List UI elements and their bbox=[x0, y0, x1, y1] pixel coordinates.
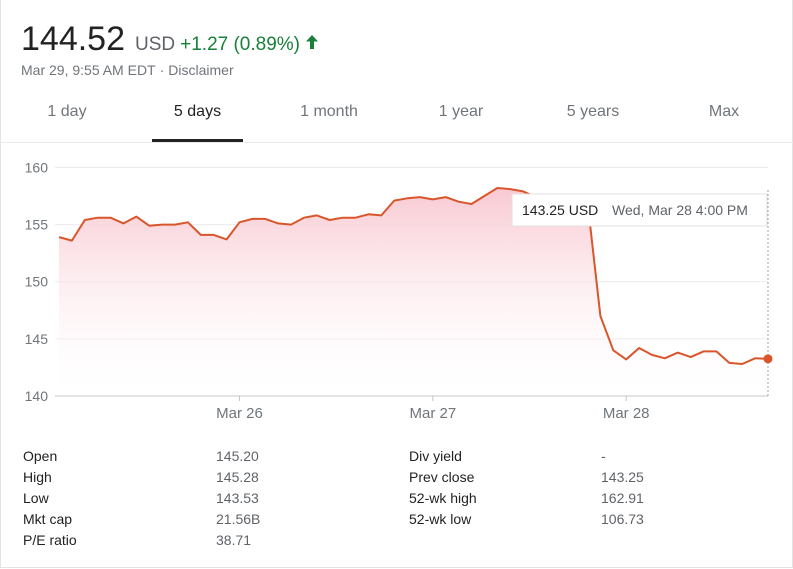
stat-value: 145.28 bbox=[216, 469, 259, 485]
stat-label: Div yield bbox=[409, 448, 462, 464]
y-tick-label: 145 bbox=[25, 331, 49, 347]
tooltip-box bbox=[511, 193, 768, 227]
stat-value: 143.53 bbox=[216, 490, 259, 506]
hover-marker bbox=[763, 354, 773, 364]
tab-label: Max bbox=[708, 103, 740, 120]
stat-label: P/E ratio bbox=[23, 532, 77, 548]
tab-1-month[interactable]: 1 month bbox=[288, 96, 370, 142]
tab-1-day[interactable]: 1 day bbox=[30, 96, 104, 142]
x-tick-label: Mar 27 bbox=[409, 405, 456, 422]
currency-label: USD bbox=[135, 34, 176, 55]
quote-timestamp-line: Mar 29, 9:55 AM EDT · Disclaimer bbox=[21, 62, 234, 78]
price-chart[interactable]: 140 145 150 155 160 Mar 26 Mar 27 Mar 28 143.25 … bbox=[0, 150, 793, 430]
x-tick-label: Mar 26 bbox=[216, 405, 263, 422]
stat-value: 143.25 bbox=[601, 469, 644, 485]
tab-5-days[interactable]: 5 days bbox=[152, 96, 243, 142]
stat-label: Open bbox=[23, 448, 58, 464]
stat-value: 162.91 bbox=[601, 490, 644, 506]
stat-label: High bbox=[23, 469, 52, 485]
tab-label: 1 year bbox=[438, 103, 484, 120]
price-line bbox=[58, 187, 769, 365]
y-tick-label: 155 bbox=[25, 217, 49, 233]
current-price: 144.52 bbox=[21, 20, 125, 58]
stat-value: 106.73 bbox=[601, 511, 644, 527]
stat-label: 52-wk high bbox=[409, 490, 477, 506]
separator-dot: · bbox=[159, 62, 165, 78]
disclaimer-link[interactable]: Disclaimer bbox=[168, 62, 234, 78]
y-tick-label: 160 bbox=[25, 159, 49, 175]
tooltip-value: 143.25 USD bbox=[522, 202, 598, 218]
y-tick-label: 140 bbox=[25, 388, 49, 404]
stat-value: 21.56B bbox=[216, 511, 261, 527]
up-arrow-icon bbox=[306, 35, 319, 49]
active-tab-indicator bbox=[152, 139, 243, 142]
tab-label: 1 month bbox=[300, 103, 358, 120]
price-area bbox=[59, 188, 768, 396]
quote-header: 144.52 USD +1.27 (0.89%) bbox=[21, 20, 319, 59]
stat-label: 52-wk low bbox=[409, 511, 472, 527]
stat-label: Mkt cap bbox=[23, 511, 73, 527]
tab-label: 5 days bbox=[173, 103, 222, 120]
stat-label: Low bbox=[23, 490, 49, 506]
x-tick-label: Mar 28 bbox=[603, 405, 650, 422]
price-tooltip: 143.25 USD Wed, Mar 28 4:00 PM bbox=[511, 193, 768, 227]
range-tabs: 1 day 5 days 1 month 1 year 5 years Max bbox=[0, 96, 793, 143]
stat-value: 145.20 bbox=[216, 448, 259, 464]
tab-5-years[interactable]: 5 years bbox=[556, 96, 630, 142]
tab-1-year[interactable]: 1 year bbox=[424, 96, 498, 142]
stat-value: 38.71 bbox=[216, 532, 252, 548]
tab-max[interactable]: Max bbox=[696, 96, 752, 142]
tab-label: 5 years bbox=[566, 103, 620, 120]
stat-label: Prev close bbox=[409, 469, 475, 485]
tab-label: 1 day bbox=[47, 103, 87, 120]
tooltip-time: Wed, Mar 28 4:00 PM bbox=[612, 202, 748, 218]
quote-timestamp: Mar 29, 9:55 AM EDT bbox=[21, 62, 156, 78]
y-tick-label: 150 bbox=[25, 274, 49, 290]
price-change: +1.27 (0.89%) bbox=[180, 34, 301, 55]
stat-value: - bbox=[601, 448, 606, 464]
